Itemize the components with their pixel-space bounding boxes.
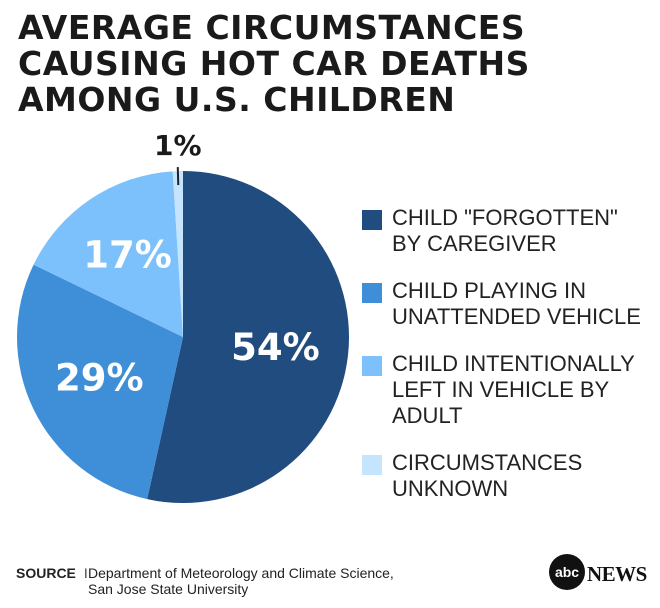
legend: CHILD "FORGOTTEN" BY CAREGIVER CHILD PLAYI… — [362, 205, 657, 523]
legend-item-1: CHILD "FORGOTTEN" BY CAREGIVER — [362, 205, 657, 257]
pie-slice-3 — [33, 171, 183, 337]
source-separator: I — [83, 565, 88, 581]
legend-label-1: CHILD "FORGOTTEN" BY CAREGIVER — [392, 205, 618, 257]
legend-label-line: UNKNOWN — [392, 476, 509, 501]
pie-slice-1 — [147, 171, 350, 504]
slice-label-4: 1% — [154, 129, 202, 162]
pie-slice-4 — [172, 171, 183, 337]
legend-label-3: CHILD INTENTIONALLY LEFT IN VEHICLE BY ADU… — [392, 351, 635, 429]
pie-chart: 54% 29% 17% 1% — [16, 129, 350, 504]
source-tag: SOURCE — [16, 565, 76, 581]
title-line-1: AVERAGE CIRCUMSTANCES — [18, 8, 526, 47]
abc-logo-mark: abc — [555, 564, 579, 580]
logo-news-text: NEWS — [587, 562, 647, 586]
legend-label-line: LEFT IN VEHICLE BY — [392, 377, 610, 402]
source-note: SOURCE I Department of Meteorology and Cl… — [16, 565, 394, 597]
source-text: Department of Meteorology and Climate Sc… — [88, 565, 448, 597]
legend-swatch-4 — [362, 455, 382, 475]
title-line-2: CAUSING HOT CAR DEATHS — [18, 44, 530, 83]
legend-label-line: CHILD "FORGOTTEN" — [392, 205, 618, 230]
source-line-2: San Jose State University — [88, 581, 249, 597]
chart-title: AVERAGE CIRCUMSTANCES CAUSING HOT CAR DE… — [18, 10, 578, 118]
legend-label-line: CHILD PLAYING IN — [392, 278, 586, 303]
slice-label-1: 54% — [231, 326, 320, 369]
slice-label-3: 17% — [83, 233, 172, 276]
abc-logo-icon: abc — [549, 554, 585, 590]
legend-label-2: CHILD PLAYING IN UNATTENDED VEHICLE — [392, 278, 641, 330]
legend-swatch-1 — [362, 210, 382, 230]
legend-label-line: ADULT — [392, 403, 463, 428]
legend-label-line: CHILD INTENTIONALLY — [392, 351, 635, 376]
legend-swatch-3 — [362, 356, 382, 376]
legend-label-line: BY CAREGIVER — [392, 231, 557, 256]
title-line-3: AMONG U.S. CHILDREN — [18, 80, 456, 119]
slice-label-2: 29% — [55, 357, 144, 400]
legend-swatch-2 — [362, 283, 382, 303]
source-line-1: Department of Meteorology and Climate Sc… — [88, 565, 394, 581]
pie-slice-2 — [16, 264, 183, 500]
legend-item-2: CHILD PLAYING IN UNATTENDED VEHICLE — [362, 278, 657, 330]
legend-label-4: CIRCUMSTANCES UNKNOWN — [392, 450, 582, 502]
legend-item-4: CIRCUMSTANCES UNKNOWN — [362, 450, 657, 502]
legend-label-line: UNATTENDED VEHICLE — [392, 304, 641, 329]
legend-label-line: CIRCUMSTANCES — [392, 450, 583, 475]
legend-item-3: CHILD INTENTIONALLY LEFT IN VEHICLE BY ADU… — [362, 351, 657, 429]
